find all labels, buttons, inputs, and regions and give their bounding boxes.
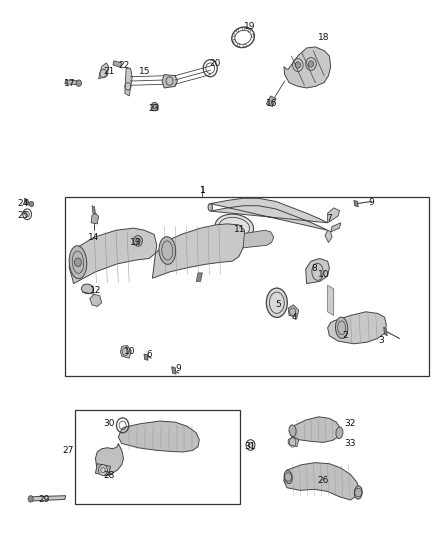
Text: 30: 30 — [103, 419, 114, 427]
Text: 1: 1 — [199, 186, 205, 195]
Text: 16: 16 — [266, 99, 277, 108]
Polygon shape — [328, 285, 334, 316]
Polygon shape — [284, 463, 359, 500]
Polygon shape — [95, 443, 124, 475]
Polygon shape — [90, 294, 102, 306]
Text: 31: 31 — [244, 442, 255, 450]
Circle shape — [76, 80, 81, 86]
Circle shape — [134, 236, 142, 246]
Ellipse shape — [336, 317, 348, 338]
Polygon shape — [30, 496, 66, 501]
Ellipse shape — [284, 471, 292, 483]
Text: 9: 9 — [368, 198, 374, 206]
Text: 3: 3 — [378, 336, 384, 344]
Polygon shape — [331, 223, 341, 232]
Text: 6: 6 — [146, 350, 152, 359]
Polygon shape — [384, 327, 387, 336]
Polygon shape — [210, 198, 328, 230]
Text: 29: 29 — [38, 496, 49, 504]
Ellipse shape — [354, 486, 362, 499]
Polygon shape — [69, 228, 157, 284]
Ellipse shape — [266, 288, 287, 317]
Ellipse shape — [336, 427, 343, 439]
Text: 2: 2 — [343, 332, 348, 340]
Polygon shape — [118, 421, 199, 452]
Text: 8: 8 — [311, 264, 318, 272]
Circle shape — [295, 62, 300, 68]
Circle shape — [28, 496, 33, 502]
Ellipse shape — [289, 425, 296, 437]
Polygon shape — [120, 345, 131, 358]
Polygon shape — [65, 80, 80, 85]
Polygon shape — [289, 417, 341, 442]
Polygon shape — [152, 224, 245, 278]
Text: 4: 4 — [292, 313, 297, 321]
Polygon shape — [266, 96, 276, 107]
Ellipse shape — [69, 246, 87, 279]
Text: 7: 7 — [326, 214, 332, 223]
Polygon shape — [172, 367, 176, 374]
Text: 32: 32 — [345, 419, 356, 428]
Text: 11: 11 — [234, 225, 246, 233]
Text: 23: 23 — [148, 104, 160, 113]
Circle shape — [308, 61, 314, 67]
Polygon shape — [328, 312, 386, 344]
Polygon shape — [354, 200, 358, 207]
Polygon shape — [92, 206, 95, 214]
Circle shape — [25, 212, 29, 217]
Text: 22: 22 — [118, 61, 130, 69]
Text: 26: 26 — [318, 477, 329, 485]
Circle shape — [136, 238, 140, 244]
Polygon shape — [328, 208, 339, 223]
Text: 10: 10 — [318, 270, 329, 279]
Polygon shape — [25, 198, 28, 205]
Polygon shape — [196, 273, 202, 281]
Circle shape — [99, 465, 107, 475]
Text: 33: 33 — [345, 440, 356, 448]
Polygon shape — [113, 61, 122, 67]
Text: 27: 27 — [62, 446, 74, 455]
Polygon shape — [91, 213, 99, 224]
Text: 18: 18 — [318, 33, 330, 42]
Text: 24: 24 — [17, 199, 28, 208]
Ellipse shape — [159, 237, 176, 264]
Circle shape — [74, 258, 81, 266]
Text: 28: 28 — [103, 471, 114, 480]
Circle shape — [29, 201, 34, 207]
Text: 19: 19 — [244, 22, 255, 31]
Text: 10: 10 — [124, 348, 135, 356]
Polygon shape — [288, 305, 299, 317]
Text: 1: 1 — [199, 186, 205, 195]
Polygon shape — [325, 230, 332, 243]
Circle shape — [151, 102, 158, 111]
Text: 25: 25 — [17, 212, 28, 220]
Ellipse shape — [81, 284, 94, 294]
Text: 21: 21 — [103, 68, 114, 76]
Text: 9: 9 — [175, 365, 181, 373]
Text: 13: 13 — [130, 238, 141, 247]
Polygon shape — [306, 259, 329, 284]
Ellipse shape — [208, 204, 212, 211]
Polygon shape — [144, 354, 148, 360]
Circle shape — [248, 442, 253, 448]
Bar — [75, 410, 240, 504]
Text: 5: 5 — [275, 301, 281, 309]
Polygon shape — [125, 68, 132, 96]
Polygon shape — [99, 63, 109, 79]
Polygon shape — [162, 75, 177, 88]
Text: 12: 12 — [90, 286, 101, 295]
Text: 15: 15 — [139, 68, 150, 76]
Text: 14: 14 — [88, 233, 99, 241]
Text: 20: 20 — [209, 60, 220, 68]
Polygon shape — [288, 437, 299, 447]
Ellipse shape — [215, 214, 254, 240]
Polygon shape — [284, 47, 331, 88]
Polygon shape — [95, 464, 110, 475]
Text: 17: 17 — [64, 79, 75, 88]
Bar — [65, 197, 429, 376]
Polygon shape — [243, 230, 274, 248]
